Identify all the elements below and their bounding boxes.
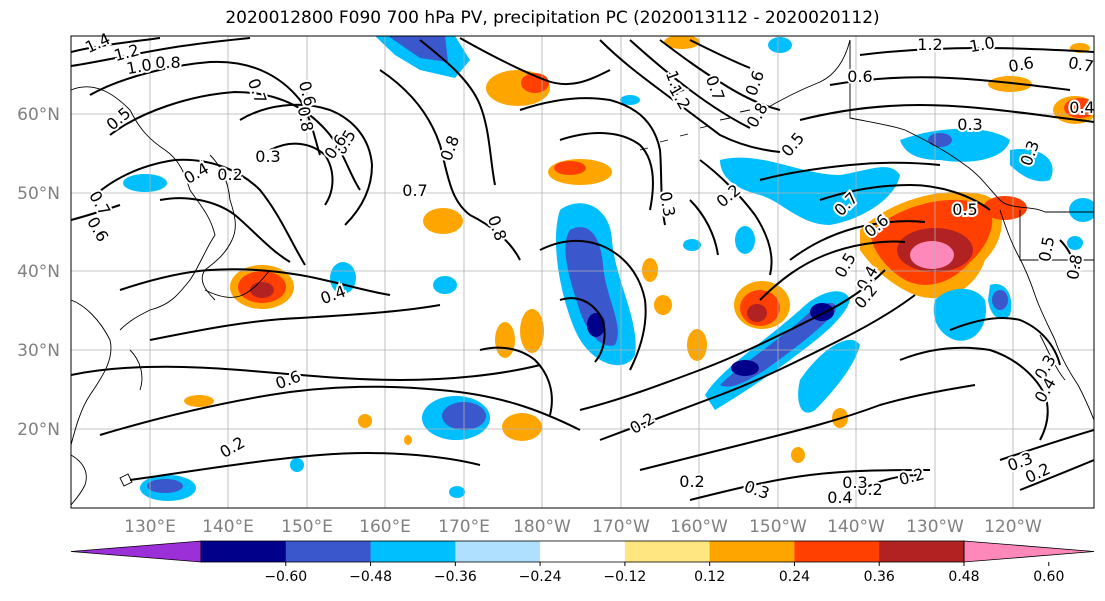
colorbar-extend-low <box>70 540 202 563</box>
lon-label: 160°W <box>670 517 728 537</box>
contour-label-halo: 0.2 <box>217 165 242 184</box>
contour-label-halo: 0.5 <box>1035 235 1058 263</box>
lat-label: 50°N <box>17 184 60 204</box>
lon-label: 170°E <box>438 517 490 537</box>
colorbar-segment <box>709 541 795 562</box>
contour-label: 0.7 <box>402 181 427 200</box>
contour-label: 0.5 <box>1035 235 1058 263</box>
contour-label-halo: 0.6 <box>847 67 872 86</box>
colorbar-outline <box>200 540 965 563</box>
contour-label: 0.7 <box>1067 53 1095 76</box>
lon-label: 120°W <box>984 517 1042 537</box>
contour-label: 0.4 <box>827 488 852 507</box>
contour-label-halo: 0.2 <box>857 480 882 499</box>
contour-label-halo: 0.4 <box>827 488 852 507</box>
contour-label: 0.2 <box>679 472 704 491</box>
contour-label: 0.6 <box>847 67 872 86</box>
colorbar-tick-label: 0.36 <box>864 569 895 585</box>
map-gridlines <box>71 36 1094 508</box>
contour-label: 0.6 <box>1007 53 1035 76</box>
colorbar-tick-label: −0.12 <box>603 569 646 585</box>
lat-label: 40°N <box>17 262 60 282</box>
colorbar-ticks: −0.60 −0.48 −0.36 −0.24 −0.12 0.12 0.24 0.36 0.4… <box>264 562 1064 585</box>
colorbar <box>70 540 1095 563</box>
lon-label: 170°W <box>592 517 650 537</box>
contour-label: 0.2 <box>857 480 882 499</box>
contour-label-halo: 0.4 <box>1069 98 1094 117</box>
contour-label: 0.8 <box>294 105 317 133</box>
contour-label: 0.3 <box>255 147 280 166</box>
contour-label-halo: 0.5 <box>952 200 977 219</box>
contour-label: 0.2 <box>217 165 242 184</box>
colorbar-extend-high <box>963 540 1095 563</box>
colorbar-segment <box>455 541 541 562</box>
map-title: 2020012800 F090 700 hPa PV, precipitatio… <box>225 8 880 28</box>
lat-label: 30°N <box>17 341 60 361</box>
contour-label: 0.4 <box>1069 98 1094 117</box>
colorbar-segment <box>201 541 287 562</box>
contour-label-halo: 0.2 <box>679 472 704 491</box>
contour-label: 1.0 <box>968 33 996 56</box>
contour-label-halo: 0.8 <box>155 53 180 72</box>
contour-label: 1.0 <box>125 55 153 78</box>
lon-label: 130°W <box>906 517 964 537</box>
pv-contours <box>71 37 1094 501</box>
contour-label: 0.3 <box>656 190 679 218</box>
contour-label: 0.8 <box>155 53 180 72</box>
contour-label: 1.2 <box>917 35 942 54</box>
lon-label: 140°E <box>202 517 254 537</box>
colorbar-tick-label: 0.60 <box>1033 569 1064 585</box>
contour-label: 0.8 <box>1063 253 1086 281</box>
colorbar-segment <box>370 541 456 562</box>
lat-label: 60°N <box>17 105 60 125</box>
latitude-labels: 60°N 50°N 40°N 30°N 20°N <box>17 105 60 440</box>
contour-label: 0.3 <box>842 473 867 492</box>
longitude-labels: 130°E 140°E 150°E 160°E 170°E 180°W 170°… <box>124 517 1042 537</box>
colorbar-tick-label: 0.48 <box>948 569 979 585</box>
colorbar-tick-label: 0.24 <box>779 569 810 585</box>
lat-label: 20°N <box>17 420 60 440</box>
colorbar-tick-label: 0.12 <box>694 569 725 585</box>
contour-label-halo: 0.7 <box>402 181 427 200</box>
lon-label: 130°E <box>124 517 176 537</box>
contour-label: 0.3 <box>957 115 982 134</box>
colorbar-tick-label: −0.60 <box>264 569 307 585</box>
contour-label: 0.5 <box>952 200 977 219</box>
colorbar-tick-label: −0.36 <box>434 569 477 585</box>
precip-shading <box>123 36 1094 501</box>
colorbar-tick-label: −0.48 <box>349 569 392 585</box>
colorbar-segment <box>794 541 880 562</box>
lon-label: 180°W <box>513 517 571 537</box>
contour-label-halo: 0.3 <box>255 147 280 166</box>
colorbar-tick-label: −0.24 <box>519 569 562 585</box>
colorbar-segment <box>624 541 711 562</box>
lon-label: 140°W <box>827 517 885 537</box>
lon-label: 150°E <box>281 517 333 537</box>
contour-label-halo: 0.3 <box>842 473 867 492</box>
contour-label-halo: 1.2 <box>917 35 942 54</box>
map-frame <box>70 35 1095 509</box>
colorbar-segment <box>879 541 965 562</box>
lon-label: 150°W <box>749 517 807 537</box>
colorbar-segment <box>540 541 626 562</box>
lon-label: 160°E <box>359 517 411 537</box>
contour-label-halo: 0.3 <box>957 115 982 134</box>
colorbar-segment <box>285 541 372 562</box>
